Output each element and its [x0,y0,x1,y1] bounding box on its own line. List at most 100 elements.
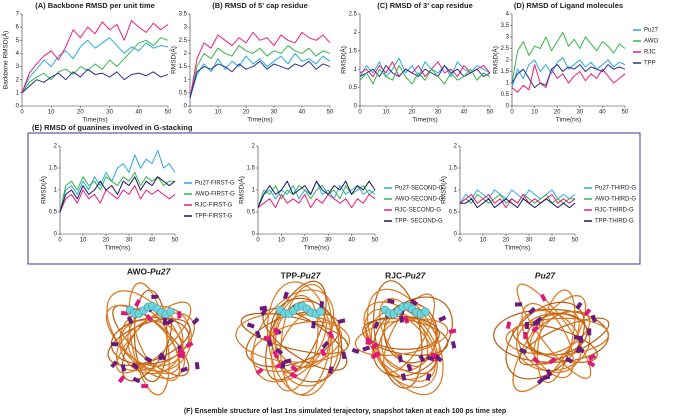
backbone-ribbon [128,282,170,396]
base [399,315,405,323]
y-tick-label: 0.5 [449,210,458,216]
chart-title: (D) RMSD of Ligand molecules [514,1,623,10]
base [587,328,592,336]
base [518,347,527,355]
series-line [59,171,175,213]
x-tick-label: 30 [576,110,583,116]
base [351,347,360,354]
x-tick-label: 0 [20,110,24,116]
base [425,373,432,381]
base [341,351,347,360]
y-tick-label: 1.5 [49,166,58,172]
legend-label: RJC-THIRD-G [595,208,634,214]
x-tick-label: 0 [256,238,260,244]
y-tick-label: 1 [354,67,358,73]
base [263,335,271,341]
series-line [21,68,169,94]
caption: (F) Ensemble structure of last 1ns simul… [184,408,506,415]
base [185,341,194,349]
base [131,362,140,371]
y-tick-label: 0 [506,104,510,110]
y-tick-label: 1.5 [247,166,256,172]
x-tick-label: 10 [480,238,487,244]
y-tick-label: 0 [54,232,58,238]
x-axis-label: Time(ns) [105,245,130,252]
structure-ligand: TPP- [281,270,301,280]
x-tick-label: 0 [510,110,514,116]
y-tick-label: 1 [16,90,20,96]
y-tick-label: 1 [454,188,458,194]
base [542,374,551,381]
base [531,325,540,333]
series-line [459,189,576,204]
x-tick-label: 20 [301,238,308,244]
base [536,376,545,385]
backbone-ribbon [505,317,610,356]
base [365,337,371,345]
base [528,306,536,315]
base [321,340,330,349]
x-tick-label: 10 [80,238,87,244]
series-line [189,31,331,99]
base [157,352,165,361]
y-tick-label: 3 [16,64,20,70]
x-tick-label: 50 [622,110,629,116]
x-axis-label: Time(ns) [412,117,437,124]
x-tick-label: 20 [243,110,250,116]
base [162,317,167,325]
structures [105,280,610,396]
base [141,384,149,389]
x-tick-label: 50 [165,110,172,116]
base [397,355,403,363]
series-line [359,61,491,78]
base [319,348,327,357]
backbone-ribbon [516,309,582,373]
y-tick-label: 2.5 [501,46,510,52]
x-tick-label: 50 [172,238,179,244]
base [505,321,512,330]
base [180,366,189,373]
ligand-atom [166,307,175,316]
x-tick-label: 50 [487,110,494,116]
structure-ligand: AWO- [127,266,150,276]
base [254,330,262,339]
base [111,342,119,347]
x-tick-label: 50 [372,238,379,244]
legend-label: Pu27-SECOND-G [395,186,444,192]
x-axis-label: Time(ns) [505,245,530,252]
y-tick-label: 2 [506,58,510,64]
x-tick-label: 10 [278,238,285,244]
series-line [59,176,176,213]
structure-ligand: RJC- [385,270,405,280]
base [145,313,153,322]
series-line [59,185,176,213]
y-tick-label: 0 [252,232,256,238]
base [194,361,200,370]
series-line [511,57,626,88]
y-tick-label: 4 [16,51,20,57]
y-tick-label: 2 [454,144,458,150]
backbone-ribbon [512,324,598,363]
series-line [257,185,376,208]
x-tick-label: 40 [461,110,468,116]
legend-label: Pu27-FIRST-G [195,181,235,187]
base [386,298,395,305]
y-tick-label: 0.5 [349,85,358,91]
base [328,366,334,374]
y-tick-label: 4 [506,12,510,18]
y-tick-label: 3.5 [501,23,510,29]
x-tick-label: 10 [383,110,390,116]
legend-label: AWO-THIRD-G [595,197,636,203]
x-axis-label: Time(ns) [556,117,581,124]
base [573,334,582,341]
y-tick-label: 2.5 [349,12,358,18]
base [448,328,457,334]
x-tick-label: 40 [149,238,156,244]
series-line [189,45,331,99]
y-tick-label: 0 [354,104,358,110]
base [587,353,597,361]
base [362,345,371,352]
x-tick-label: 20 [554,110,561,116]
structure-dna: Pu27 [535,270,557,280]
